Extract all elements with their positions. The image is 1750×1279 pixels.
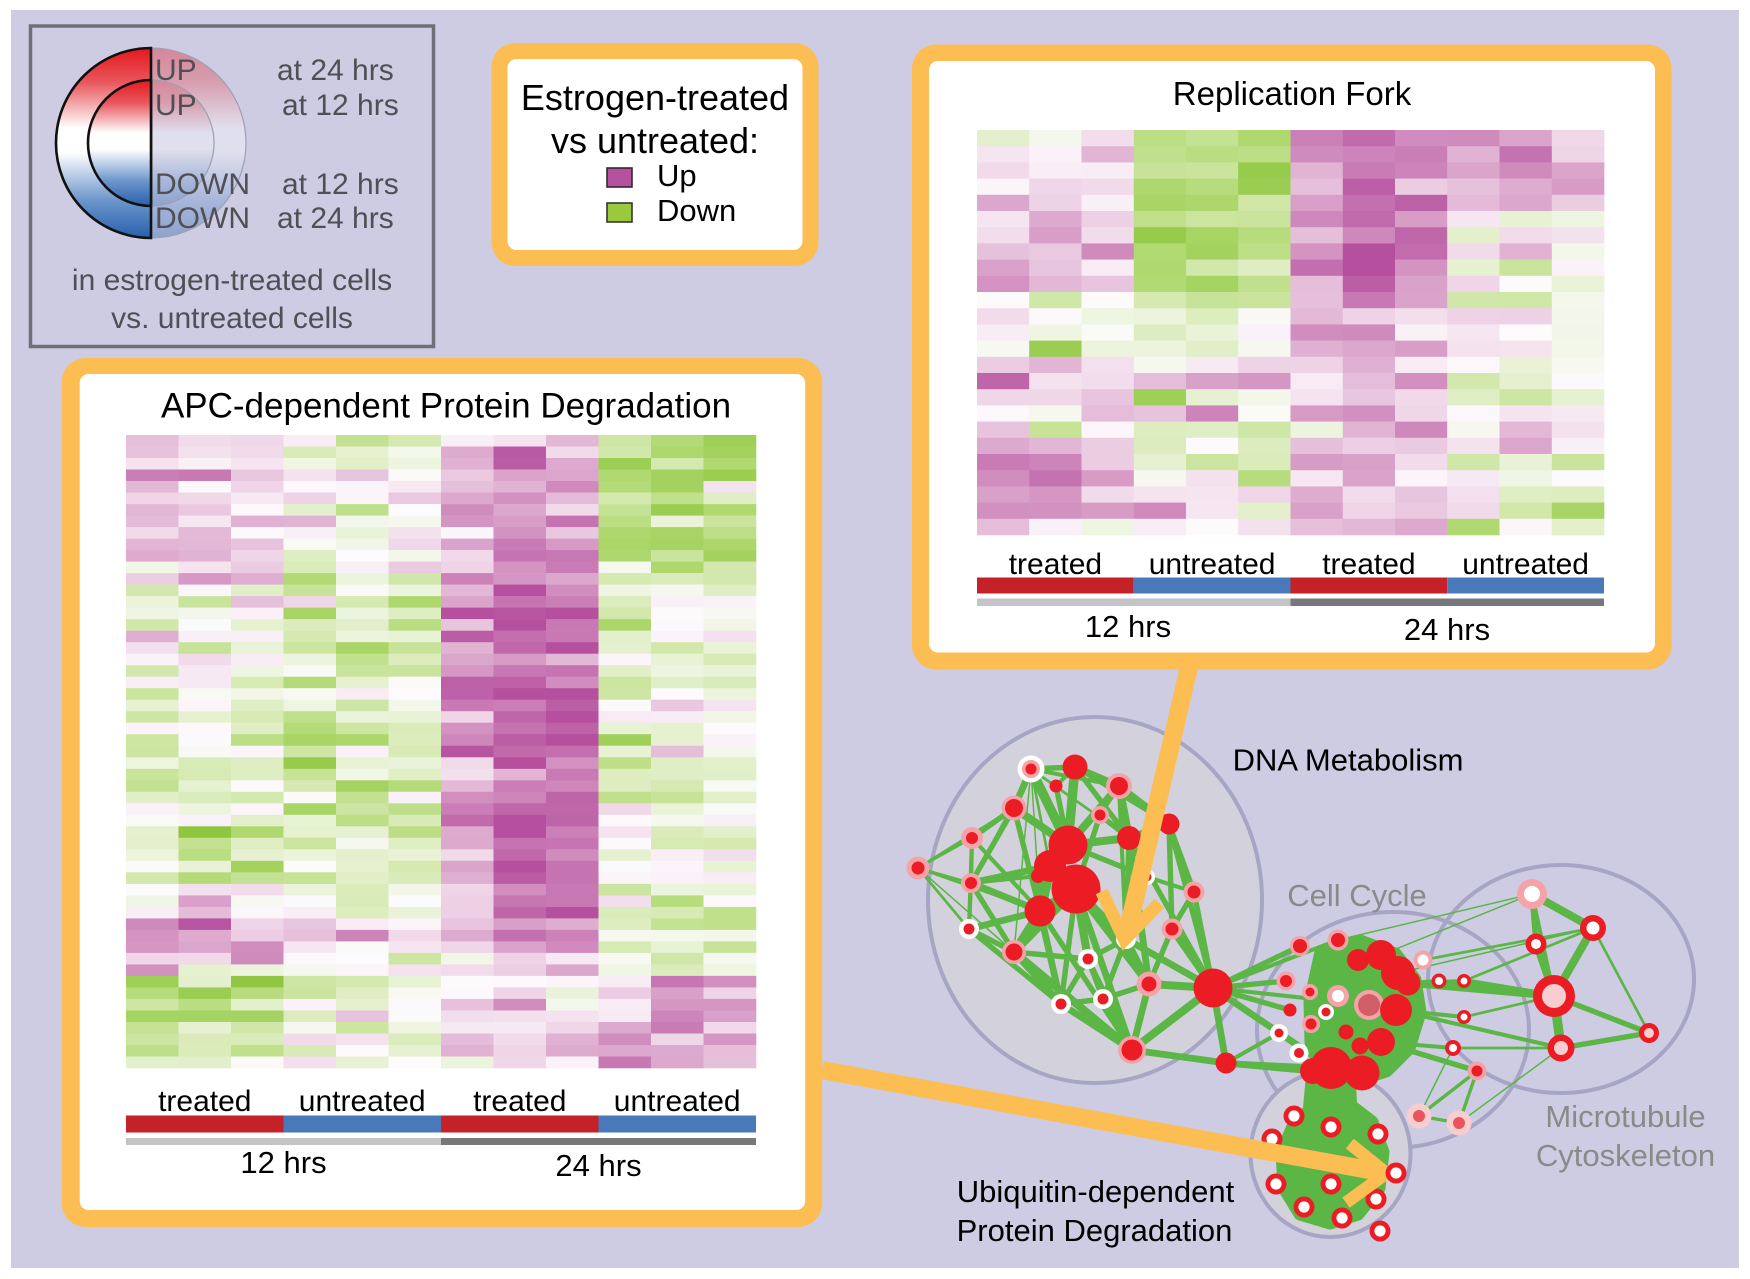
- svg-text:24 hrs: 24 hrs: [555, 1148, 641, 1183]
- svg-text:UP: UP: [155, 54, 197, 87]
- svg-text:Estrogen-treated: Estrogen-treated: [521, 77, 789, 118]
- svg-text:Cytoskeleton: Cytoskeleton: [1536, 1138, 1715, 1173]
- svg-text:12 hrs: 12 hrs: [1085, 609, 1171, 644]
- svg-text:DNA Metabolism: DNA Metabolism: [1233, 743, 1464, 778]
- svg-text:24 hrs: 24 hrs: [1404, 612, 1490, 647]
- svg-text:Up: Up: [657, 158, 697, 193]
- svg-text:treated: treated: [158, 1085, 251, 1118]
- svg-text:vs. untreated cells: vs. untreated cells: [111, 302, 353, 335]
- svg-text:untreated: untreated: [1149, 548, 1276, 581]
- svg-text:UP: UP: [155, 89, 197, 122]
- svg-text:DOWN: DOWN: [155, 168, 250, 201]
- svg-text:untreated: untreated: [1462, 548, 1589, 581]
- svg-text:at 12 hrs: at 12 hrs: [282, 89, 399, 122]
- svg-text:12 hrs: 12 hrs: [240, 1145, 326, 1180]
- svg-text:Ubiquitin-dependent: Ubiquitin-dependent: [957, 1174, 1235, 1209]
- svg-text:untreated: untreated: [299, 1085, 426, 1118]
- svg-text:treated: treated: [473, 1085, 566, 1118]
- svg-text:untreated: untreated: [614, 1085, 741, 1118]
- svg-text:at 12 hrs: at 12 hrs: [282, 168, 399, 201]
- svg-text:vs untreated:: vs untreated:: [551, 120, 759, 161]
- svg-text:at 24 hrs: at 24 hrs: [277, 202, 394, 235]
- svg-text:Down: Down: [657, 193, 736, 228]
- svg-text:Replication Fork: Replication Fork: [1173, 75, 1412, 112]
- svg-text:in estrogen-treated cells: in estrogen-treated cells: [72, 264, 392, 297]
- svg-text:treated: treated: [1322, 548, 1415, 581]
- svg-text:DOWN: DOWN: [155, 202, 250, 235]
- svg-text:Protein Degradation: Protein Degradation: [957, 1213, 1233, 1248]
- svg-text:Microtubule: Microtubule: [1545, 1099, 1705, 1134]
- svg-text:at 24 hrs: at 24 hrs: [277, 54, 394, 87]
- svg-text:treated: treated: [1009, 548, 1102, 581]
- svg-text:Cell Cycle: Cell Cycle: [1287, 878, 1427, 913]
- svg-text:APC-dependent Protein Degradat: APC-dependent Protein Degradation: [161, 387, 731, 426]
